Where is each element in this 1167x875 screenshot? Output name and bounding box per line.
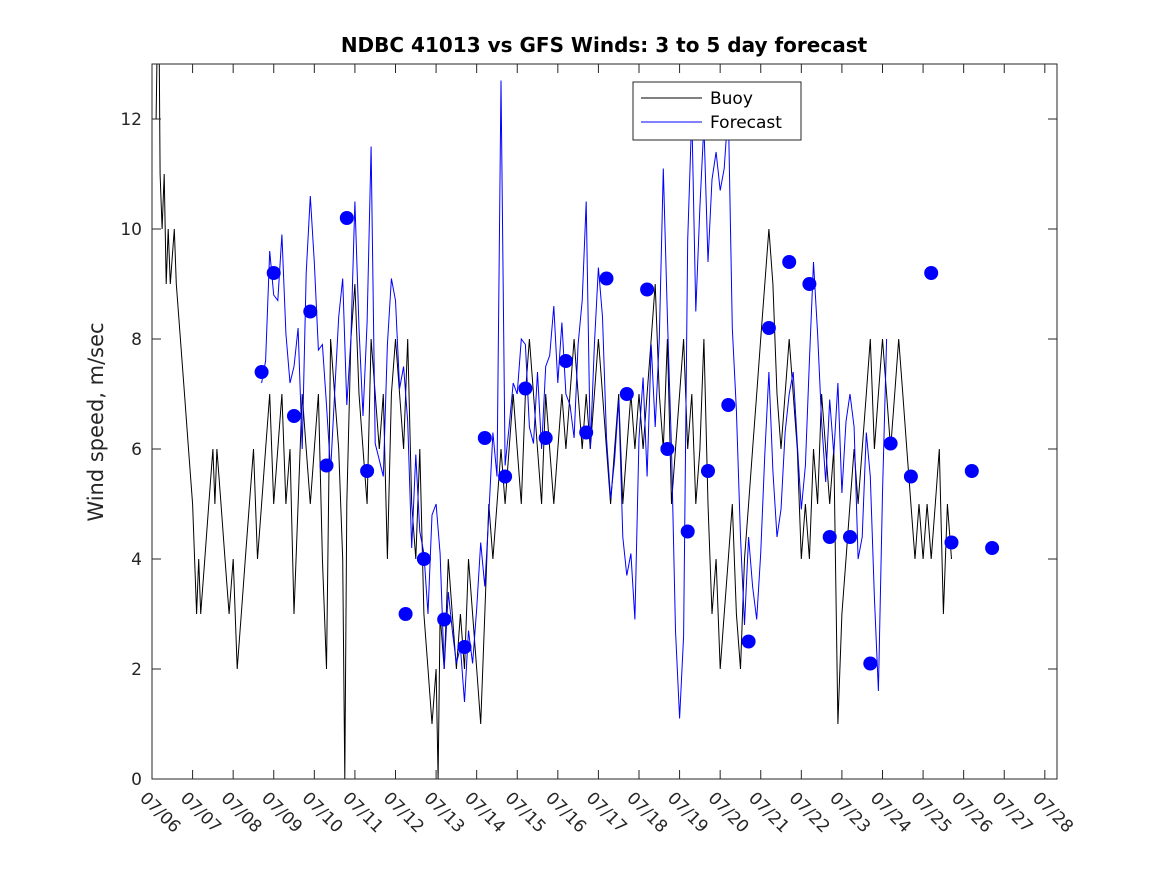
forecast-marker-16 [579,425,594,440]
forecast-marker-26 [782,255,797,269]
forecast-marker-7 [398,607,413,621]
forecast-marker-5 [339,211,354,225]
series-layer [152,63,952,780]
legend-forecast-label: Forecast [710,113,782,133]
forecast-marker-11 [477,431,492,445]
forecast-marker-29 [843,530,857,544]
forecast-marker-12 [498,469,513,484]
forecast-marker-6 [360,464,375,478]
forecast-marker-31 [883,436,898,451]
forecast-marker-30 [863,656,878,671]
forecast-marker-20 [660,442,675,456]
forecast-marker-32 [903,469,918,484]
y-axis-ticks: 0 2 4 6 8 10 12 [120,110,1057,790]
series-line-forecast [261,80,888,719]
forecast-marker-27 [802,277,817,291]
forecast-marker-24 [741,634,756,649]
legend-box [632,81,802,141]
forecast-marker-1 [266,266,281,280]
forecast-marker-21 [680,524,695,539]
forecast-marker-35 [964,464,979,478]
forecast-marker-34 [944,535,959,550]
forecast-marker-28 [822,530,837,544]
forecast-marker-13 [518,381,533,396]
axes-box [151,63,1058,780]
y-tick-label-1: 2 [131,660,142,680]
forecast-marker-25 [761,321,776,335]
forecast-marker-18 [619,387,634,401]
forecast-marker-23 [721,398,736,412]
y-tick-label-0: 0 [131,770,142,790]
forecast-marker-33 [924,266,939,280]
forecast-marker-0 [254,365,269,379]
y-tick-label-5: 10 [120,220,142,240]
forecast-marker-4 [319,458,334,473]
forecast-marker-15 [558,354,573,368]
forecast-marker-10 [457,640,472,654]
forecast-marker-2 [287,409,301,423]
forecast-marker-3 [303,304,318,319]
forecast-marker-22 [701,464,715,478]
forecast-marker-19 [640,282,655,297]
y-axis-label: Wind speed, m/sec [84,322,108,521]
legend-buoy-label: Buoy [710,89,753,109]
y-tick-label-4: 8 [131,330,142,350]
forecast-marker-8 [416,552,431,566]
legend[interactable]: Buoy Forecast [632,81,802,141]
chart-title: NDBC 41013 vs GFS Winds: 3 to 5 day fore… [341,33,868,57]
y-tick-label-6: 12 [120,110,142,130]
forecast-marker-36 [985,541,1000,555]
forecast-marker-17 [599,271,614,286]
y-tick-label-2: 4 [131,550,142,570]
forecast-marker-9 [437,612,452,627]
series-line-buoy [152,63,952,780]
marker-layer [254,211,1000,671]
forecast-marker-14 [538,431,553,445]
y-tick-label-3: 6 [131,440,142,460]
